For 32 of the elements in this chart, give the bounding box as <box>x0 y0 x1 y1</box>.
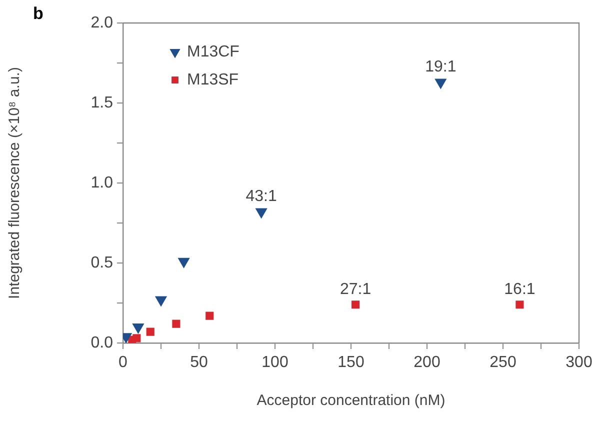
annotation: 16:1 <box>504 281 536 298</box>
x-tick-label: 200 <box>414 354 440 372</box>
point <box>352 300 360 309</box>
x-tick-label: 300 <box>566 354 592 372</box>
x-tick-label: 150 <box>338 354 364 372</box>
legend-label: M13CF <box>187 43 240 60</box>
point <box>178 258 190 268</box>
x-tick-label: 100 <box>262 354 288 372</box>
y-tick-label: 1.5 <box>90 94 114 112</box>
y-tick-label: 1.0 <box>90 174 114 192</box>
x-axis-title: Acceptor concentration (nM) <box>256 392 446 410</box>
point <box>172 320 180 328</box>
point <box>516 300 524 309</box>
point <box>256 208 268 218</box>
annotation: 27:1 <box>340 281 372 298</box>
y-tick-label: 0.0 <box>90 334 114 352</box>
point <box>206 312 214 320</box>
legend-label: M13SF <box>187 71 239 88</box>
x-tick-label: 50 <box>190 354 208 372</box>
x-tick-label: 250 <box>490 354 516 372</box>
point <box>155 296 167 306</box>
point <box>132 334 141 342</box>
y-axis-title: Integrated fluorescence (×10⁸ a.u.) <box>6 67 24 299</box>
annotation: 43:1 <box>246 188 277 206</box>
annotation: 19:1 <box>425 58 456 76</box>
y-tick-label: 2.0 <box>90 14 114 32</box>
point <box>146 328 154 336</box>
point <box>132 324 144 334</box>
text: b <box>33 4 44 24</box>
x-tick-label: 0 <box>118 354 128 372</box>
point <box>434 78 446 89</box>
y-tick-label: 0.5 <box>90 254 114 272</box>
